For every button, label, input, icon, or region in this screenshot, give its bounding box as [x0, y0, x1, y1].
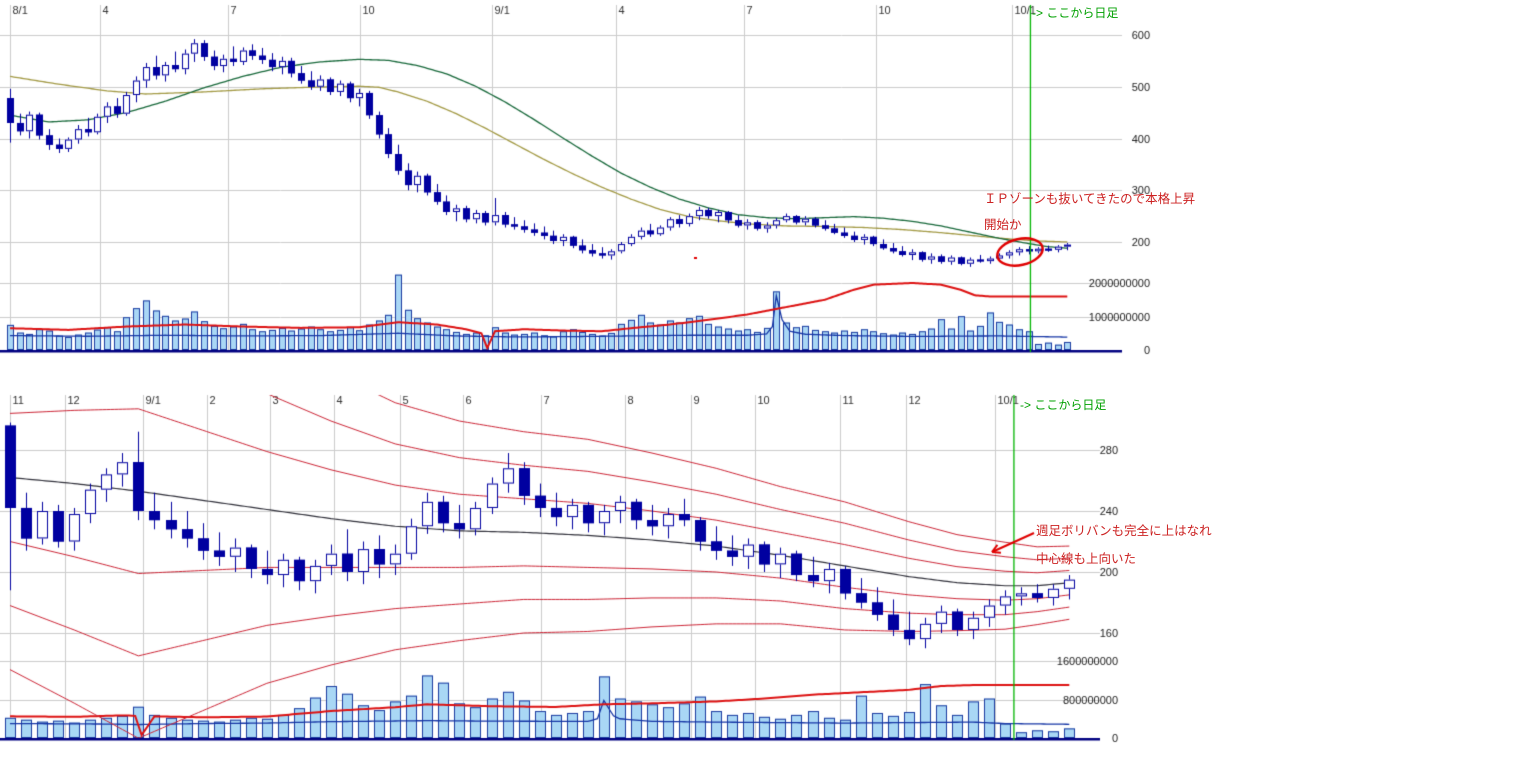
- bottom-red-comment-line2: 中心線も上向いた: [1036, 552, 1137, 566]
- bottom-daily-start-note: -> ここから日足: [1020, 398, 1107, 412]
- bottom-red-comment-line1: 週足ボリバンも完全に上はなれ: [1036, 524, 1212, 538]
- top-daily-start-note: -> ここから日足: [1032, 6, 1119, 20]
- top-red-comment-line2: 開始か: [984, 218, 1022, 232]
- top-red-comment-line1: ＩＰゾーンも抜いてきたので本格上昇: [984, 192, 1196, 206]
